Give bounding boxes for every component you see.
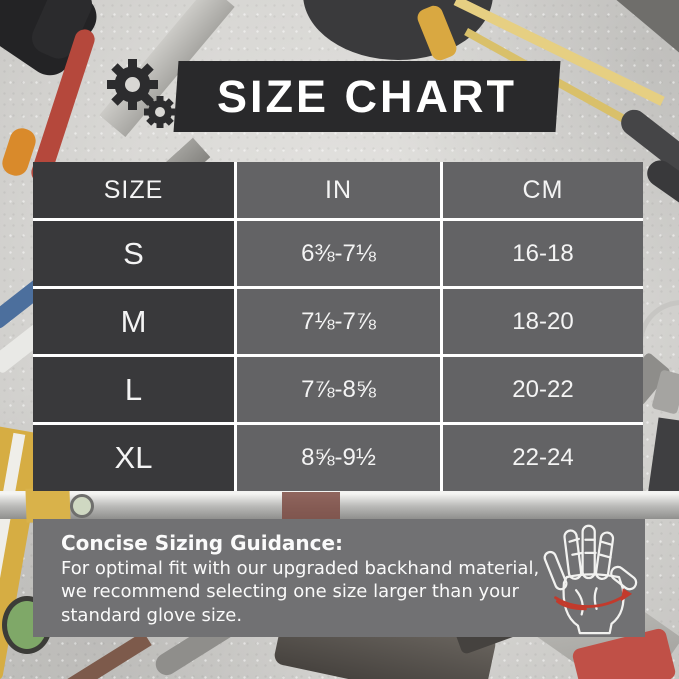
metal-level-vial-photo	[70, 494, 94, 518]
size-table: SIZE IN CM S 6⅜-7⅛ 16-18 M 7⅛-7⅞ 18-20 L…	[33, 162, 643, 491]
row-m-cm: 18-20	[443, 289, 643, 354]
column-header-in: IN	[237, 162, 440, 218]
size-chart-banner: SIZE CHART	[173, 61, 561, 132]
row-xl-inches: 8⅝-9½	[237, 425, 440, 491]
gears-icon	[107, 59, 176, 128]
sizing-guidance-text: Concise Sizing Guidance: For optimal fit…	[61, 531, 559, 627]
row-m-size: M	[33, 289, 234, 354]
guidance-heading: Concise Sizing Guidance:	[61, 531, 344, 555]
row-xl-cm: 22-24	[443, 425, 643, 491]
column-header-size: SIZE	[33, 162, 234, 218]
row-s-cm: 16-18	[443, 221, 643, 286]
row-s-inches: 6⅜-7⅛	[237, 221, 440, 286]
guidance-body: For optimal fit with our upgraded backha…	[61, 558, 540, 626]
metal-level-patch-photo	[282, 492, 340, 519]
row-l-cm: 20-22	[443, 357, 643, 422]
page-title: SIZE CHART	[217, 70, 517, 122]
row-m-inches: 7⅛-7⅞	[237, 289, 440, 354]
sizing-guidance-panel: Concise Sizing Guidance: For optimal fit…	[33, 519, 645, 637]
row-l-inches: 7⅞-8⅝	[237, 357, 440, 422]
row-l-size: L	[33, 357, 234, 422]
hand-measurement-icon	[543, 524, 638, 635]
metal-level-end-photo	[25, 487, 71, 523]
column-header-cm: CM	[443, 162, 643, 218]
row-s-size: S	[33, 221, 234, 286]
row-xl-size: XL	[33, 425, 234, 491]
